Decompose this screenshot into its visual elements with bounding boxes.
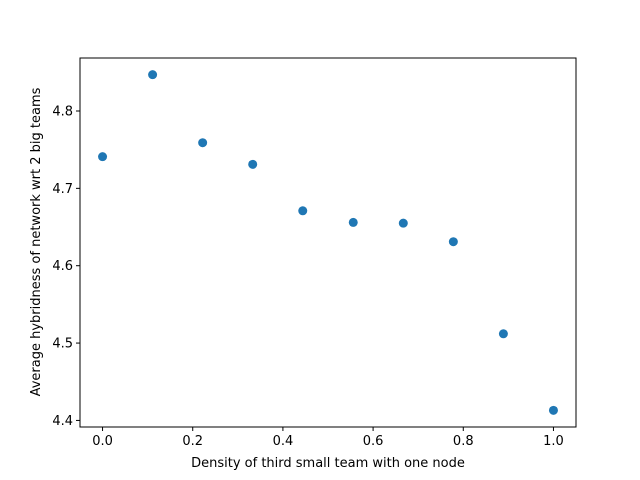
y-tick-label: 4.5 [52,337,73,352]
data-point [398,218,408,228]
x-tick-label: 0.4 [273,434,294,449]
axes-frame [79,57,577,428]
data-point [548,405,558,415]
x-axis-label: Density of third small team with one nod… [191,456,465,471]
data-points [98,70,558,415]
y-tick-label: 4.6 [52,259,73,274]
y-tick-label: 4.8 [52,104,73,119]
x-tick-label: 0.0 [92,434,113,449]
x-tick-label: 0.8 [453,434,474,449]
data-point [198,138,208,148]
data-point [148,70,158,80]
plot-area [79,57,577,428]
data-point [348,217,358,227]
y-axis-ticks: 4.4 4.5 4.6 4.7 4.8 [52,104,80,429]
y-tick-label: 4.4 [52,414,73,429]
data-point [448,237,458,247]
x-tick-label: 1.0 [543,434,564,449]
data-point [498,329,508,339]
data-point [98,152,108,162]
data-point [248,159,258,169]
x-tick-label: 0.2 [182,434,203,449]
x-tick-label: 0.6 [363,434,384,449]
y-tick-label: 4.7 [52,182,73,197]
y-axis-label: Average hybridness of network wrt 2 big … [29,87,44,396]
x-axis-ticks: 0.0 0.2 0.4 0.6 0.8 1.0 [92,427,564,449]
data-point [298,206,308,216]
